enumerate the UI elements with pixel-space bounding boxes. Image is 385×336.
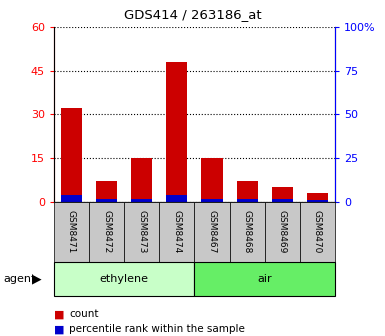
Bar (201, 158, 223, 202)
Bar (201, 199, 223, 202)
Text: count: count (69, 309, 99, 319)
Bar (61, 195, 82, 202)
Text: GSM8467: GSM8467 (208, 210, 216, 254)
Bar (124, 202, 159, 262)
Bar (96, 199, 117, 202)
Bar (131, 199, 152, 202)
Text: percentile rank within the sample: percentile rank within the sample (69, 324, 245, 334)
Text: GSM8474: GSM8474 (172, 210, 181, 253)
Bar (166, 62, 187, 202)
Text: GSM8471: GSM8471 (67, 210, 76, 254)
Bar (236, 181, 258, 202)
Text: ▶: ▶ (32, 272, 42, 285)
Bar (229, 202, 265, 262)
Bar (89, 202, 124, 262)
Bar (54, 262, 194, 296)
Text: GSM8472: GSM8472 (102, 210, 111, 253)
Text: ■: ■ (54, 324, 64, 334)
Bar (54, 202, 89, 262)
Bar (307, 193, 328, 202)
Bar (166, 196, 187, 202)
Bar (194, 262, 335, 296)
Text: air: air (258, 274, 272, 284)
Bar (265, 202, 300, 262)
Text: GSM8468: GSM8468 (243, 210, 252, 254)
Text: GSM8473: GSM8473 (137, 210, 146, 254)
Text: GSM8470: GSM8470 (313, 210, 322, 254)
Text: GSM8469: GSM8469 (278, 210, 287, 254)
Bar (131, 158, 152, 202)
Text: ethylene: ethylene (100, 274, 149, 284)
Bar (272, 187, 293, 202)
Text: ■: ■ (54, 309, 64, 319)
Bar (96, 181, 117, 202)
Bar (236, 199, 258, 202)
Bar (307, 200, 328, 202)
Text: agent: agent (4, 274, 36, 284)
Bar (300, 202, 335, 262)
Bar (194, 202, 229, 262)
Text: GDS414 / 263186_at: GDS414 / 263186_at (124, 8, 261, 22)
Bar (272, 199, 293, 202)
Bar (159, 202, 194, 262)
Bar (61, 109, 82, 202)
